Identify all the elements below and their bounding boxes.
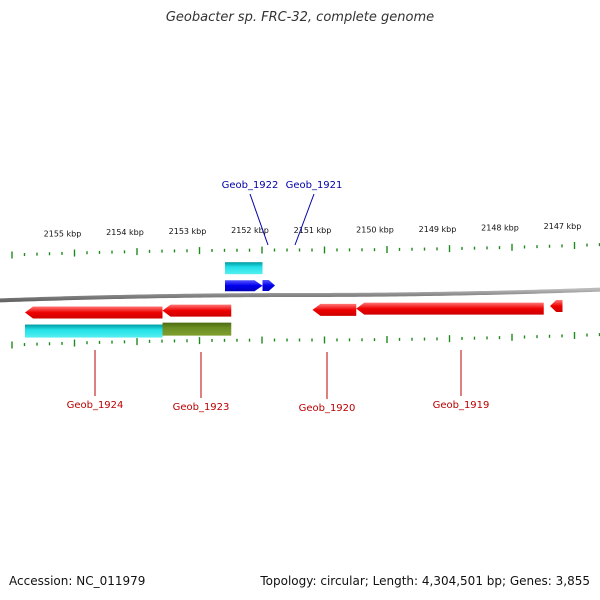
reverse-other-feature [162,322,232,336]
gene-label-reverse: Geob_1920 [299,403,356,414]
forward-rna-feature [225,262,263,275]
tick-label: 2149 kbp [419,225,457,234]
reverse-cds-feature [312,303,357,316]
gene-features [25,262,563,338]
gene-label-forward: Geob_1921 [286,180,343,191]
tick-label: 2154 kbp [106,228,144,237]
gene-label-reverse: Geob_1924 [67,400,124,411]
map-title: Geobacter sp. FRC-32, complete genome [165,10,435,25]
tick-label: 2150 kbp [356,226,394,235]
gene-label-forward: Geob_1922 [222,180,279,191]
genome-backbone [0,287,600,303]
gene-label-reverse: Geob_1919 [433,400,490,411]
tick-label: 2147 kbp [544,222,582,231]
backbone-line [0,287,600,303]
gene-labels: Geob_1922 Geob_1921 Geob_1924 Geob_1923 Geob… [67,180,490,414]
accession-text: Accession: NC_011979 [9,574,146,588]
gene-label-reverse: Geob_1923 [173,402,230,413]
label-leader [249,193,269,246]
reverse-cds-feature [550,300,563,313]
reverse-cds-feature [162,304,232,317]
tick-label: 2148 kbp [481,224,519,233]
forward-cds-feature [225,280,263,292]
forward-cds-feature [262,280,275,292]
reverse-rna-feature [25,324,163,338]
label-leader [294,193,315,246]
tick-label: 2152 kbp [231,226,269,235]
tick-label: 2155 kbp [44,229,82,238]
tick-marks: 2155 kbp 2154 kbp 2153 kbp 2152 kbp 2151 kbp… [11,222,600,349]
label-leaders [94,193,462,399]
tick-label: 2153 kbp [169,227,207,236]
genome-summary: Topology: circular; Length: 4,304,501 bp… [260,574,590,588]
tick-label: 2151 kbp [294,226,332,235]
reverse-cds-feature [25,306,163,319]
reverse-cds-feature [356,302,544,315]
